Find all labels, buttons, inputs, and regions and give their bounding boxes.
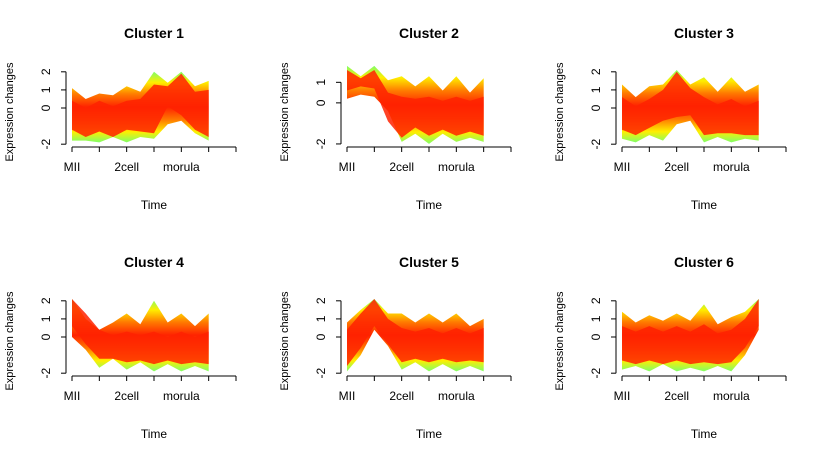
x-tick-label: 2cell — [664, 160, 689, 174]
x-axis-label: Time — [141, 198, 168, 212]
y-tick-label: 2 — [589, 68, 603, 75]
y-tick-label: 0 — [589, 333, 603, 340]
envelope-core-band — [622, 299, 759, 365]
envelope-core-band — [347, 70, 484, 138]
panel-title: Cluster 3 — [674, 25, 734, 41]
x-tick-label: MII — [614, 160, 631, 174]
x-tick-label: morula — [163, 160, 200, 174]
y-axis-label: Expression changes — [4, 291, 16, 391]
y-tick-label: 1 — [314, 79, 328, 86]
x-tick-label: morula — [438, 160, 475, 174]
y-tick-label: 0 — [589, 104, 603, 111]
x-tick-label: morula — [713, 160, 750, 174]
y-tick-label: 2 — [39, 68, 53, 75]
y-tick-label: 0 — [314, 99, 328, 106]
y-tick-label: -2 — [314, 138, 328, 149]
envelope-core-band — [72, 73, 209, 137]
panel-title: Cluster 5 — [399, 254, 459, 270]
envelope-core-band — [72, 299, 209, 365]
panel-title: Cluster 2 — [399, 25, 459, 41]
y-tick-label: 2 — [589, 297, 603, 304]
x-axis-label: Time — [416, 198, 443, 212]
y-tick-label: 0 — [314, 333, 328, 340]
y-tick-label: 1 — [589, 86, 603, 93]
y-tick-label: -2 — [589, 368, 603, 379]
envelope-core-band — [347, 299, 484, 366]
y-tick-label: 1 — [39, 315, 53, 322]
panel-5: Cluster 5 MII 2cell morula Time -2 0 1 2 Expressi… — [279, 254, 512, 441]
panel-1: Cluster 1 MII 2cell morula Time -2 0 1 2 Expressi… — [4, 25, 237, 212]
y-tick-label: 0 — [39, 333, 53, 340]
panel-6: Cluster 6 MII 2cell morula Time -2 0 1 2 Expressi… — [554, 254, 787, 441]
x-tick-label: 2cell — [389, 389, 414, 403]
panel-title: Cluster 4 — [124, 254, 184, 270]
x-tick-label: MII — [64, 389, 81, 403]
y-tick-label: -2 — [39, 368, 53, 379]
y-axis-label: Expression changes — [279, 291, 291, 391]
x-tick-label: 2cell — [389, 160, 414, 174]
panel-3: Cluster 3 MII 2cell morula Time -2 0 1 2 Expressi… — [554, 25, 787, 212]
y-axis-label: Expression changes — [4, 62, 16, 162]
y-tick-label: 0 — [39, 104, 53, 111]
y-axis-label: Expression changes — [554, 291, 566, 391]
x-tick-label: MII — [339, 160, 356, 174]
x-axis-label: Time — [691, 427, 718, 441]
y-tick-label: 1 — [314, 315, 328, 322]
x-tick-label: morula — [713, 389, 750, 403]
x-tick-label: MII — [339, 389, 356, 403]
y-tick-label: 1 — [589, 315, 603, 322]
panel-2: Cluster 2 MII 2cell morula Time -2 0 1 Expressio… — [279, 25, 512, 212]
x-tick-label: 2cell — [114, 389, 139, 403]
x-tick-label: MII — [614, 389, 631, 403]
x-axis-label: Time — [141, 427, 168, 441]
y-tick-label: -2 — [39, 139, 53, 150]
x-tick-label: morula — [438, 389, 475, 403]
x-tick-label: 2cell — [664, 389, 689, 403]
panel-4: Cluster 4 MII 2cell morula Time -2 0 1 2 Expressi… — [4, 254, 237, 441]
y-tick-label: 2 — [314, 297, 328, 304]
y-tick-label: -2 — [314, 368, 328, 379]
panel-title: Cluster 1 — [124, 25, 184, 41]
y-axis-label: Expression changes — [554, 62, 566, 162]
x-tick-label: morula — [163, 389, 200, 403]
y-tick-label: -2 — [589, 139, 603, 150]
envelope-core-band — [622, 71, 759, 136]
y-tick-label: 1 — [39, 86, 53, 93]
x-axis-label: Time — [691, 198, 718, 212]
x-axis-label: Time — [416, 427, 443, 441]
y-tick-label: 2 — [39, 297, 53, 304]
panel-title: Cluster 6 — [674, 254, 734, 270]
y-axis-label: Expression changes — [279, 62, 291, 162]
x-tick-label: MII — [64, 160, 81, 174]
x-tick-label: 2cell — [114, 160, 139, 174]
